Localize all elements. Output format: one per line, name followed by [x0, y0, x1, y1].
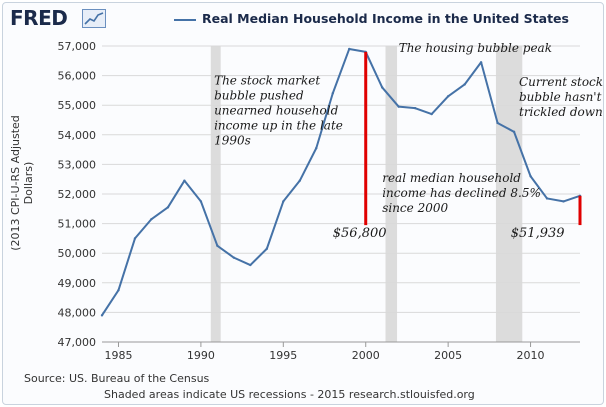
data-point: [249, 263, 252, 267]
data-point: [265, 247, 269, 250]
data-point: [397, 105, 400, 108]
data-point: [545, 197, 549, 200]
y-tick-label: 57,000: [58, 40, 97, 53]
data-point: [348, 47, 351, 51]
annotation-line: real median household: [382, 171, 521, 185]
data-point: [282, 200, 285, 203]
annotation-line: $51,939: [511, 226, 565, 241]
data-point: [133, 237, 137, 240]
data-point: [183, 179, 186, 182]
text-annotation: The stock market bubble pushed unearned ho…: [214, 73, 343, 147]
annotation-line: income up in the late: [214, 118, 343, 132]
annotation-line: The housing bubble peak: [399, 41, 552, 55]
y-tick-label: 55,000: [58, 99, 97, 112]
legend-label: Real Median Household Income in the Unit…: [202, 11, 569, 26]
series-line: [101, 47, 581, 316]
data-point: [413, 106, 417, 110]
x-tick-label: 2000: [352, 349, 380, 362]
y-tick-label: 49,000: [58, 277, 97, 290]
fred-logo: FRED: [10, 6, 68, 30]
data-point: [529, 175, 532, 178]
annotation-line: trickled down: [519, 105, 603, 119]
legend-swatch: [174, 18, 196, 21]
data-point: [446, 95, 450, 98]
data-point: [479, 61, 483, 64]
data-point: [512, 130, 516, 134]
annotation-line: $56,800: [333, 226, 387, 241]
x-tick-label: 2005: [434, 349, 462, 362]
y-tick-label: 53,000: [58, 158, 97, 171]
data-point: [100, 314, 104, 317]
annotation-line: bubble hasn't: [519, 90, 602, 104]
data-point: [381, 86, 384, 89]
y-tick-label: 54,000: [58, 129, 97, 142]
x-tick-label: 2010: [517, 349, 545, 362]
data-point: [315, 146, 318, 150]
y-tick-label: 48,000: [58, 306, 97, 319]
text-annotation: real median household income has declined…: [382, 171, 541, 215]
data-point: [298, 179, 301, 182]
data-point: [166, 206, 170, 209]
data-point: [150, 217, 153, 221]
data-point: [430, 112, 433, 116]
recession-note: Shaded areas indicate US recessions - 20…: [104, 388, 475, 401]
value-annotation: $56,800: [333, 226, 387, 241]
data-point: [117, 289, 120, 292]
x-tick-label: 1995: [269, 349, 297, 362]
annotation-line: The stock market: [214, 73, 320, 87]
source-note: Source: US. Bureau of the Census: [24, 372, 210, 385]
annotation-line: bubble pushed: [214, 88, 304, 102]
chart-legend: Real Median Household Income in the Unit…: [174, 11, 569, 26]
data-point: [232, 256, 236, 259]
text-annotation: Current stock bubble hasn't trickled down: [519, 75, 603, 119]
annotation-line: income has declined 8.5%: [382, 186, 541, 200]
y-tick-label: 51,000: [58, 218, 97, 231]
fred-chart-icon: [82, 9, 106, 28]
data-point: [216, 244, 219, 247]
y-tick-label: 52,000: [58, 188, 97, 201]
y-tick-label: 56,000: [58, 70, 97, 83]
data-point: [562, 200, 565, 203]
y-tick-label: 47,000: [58, 336, 97, 349]
data-point: [331, 92, 334, 95]
data-point: [463, 83, 466, 86]
annotation-line: Current stock: [519, 75, 603, 89]
value-annotation: $51,939: [511, 226, 565, 241]
data-point: [496, 121, 499, 125]
data-point: [199, 200, 203, 203]
x-tick-label: 1990: [187, 349, 215, 362]
annotation-line: since 2000: [382, 201, 448, 215]
x-tick-label: 1985: [104, 349, 132, 362]
annotation-line: 1990s: [214, 133, 251, 147]
text-annotation: The housing bubble peak: [399, 41, 552, 55]
annotation-line: unearned household: [214, 103, 339, 117]
y-tick-label: 50,000: [58, 247, 97, 260]
